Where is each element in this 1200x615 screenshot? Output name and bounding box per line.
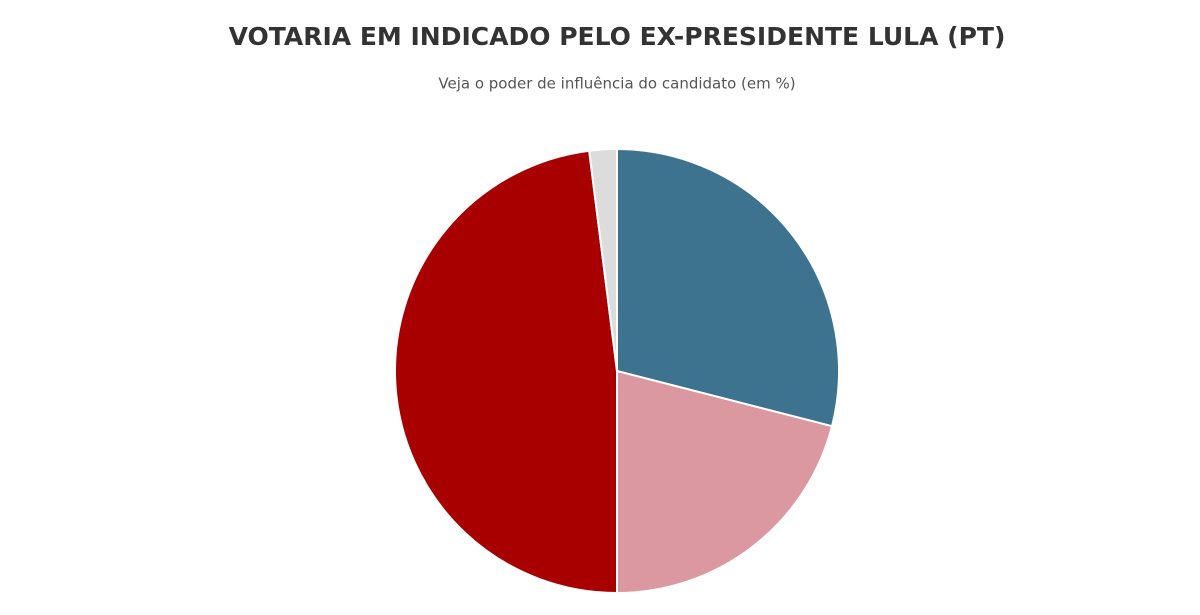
pie-slice [588,147,618,372]
chart-subtitle: Veja o poder de influência do candidato … [438,75,795,93]
pie-slice [394,149,618,595]
pie-slice [616,147,840,428]
pie-slice [616,369,834,595]
chart-title: VOTARIA EM INDICADO PELO EX-PRESIDENTE L… [229,22,1006,51]
